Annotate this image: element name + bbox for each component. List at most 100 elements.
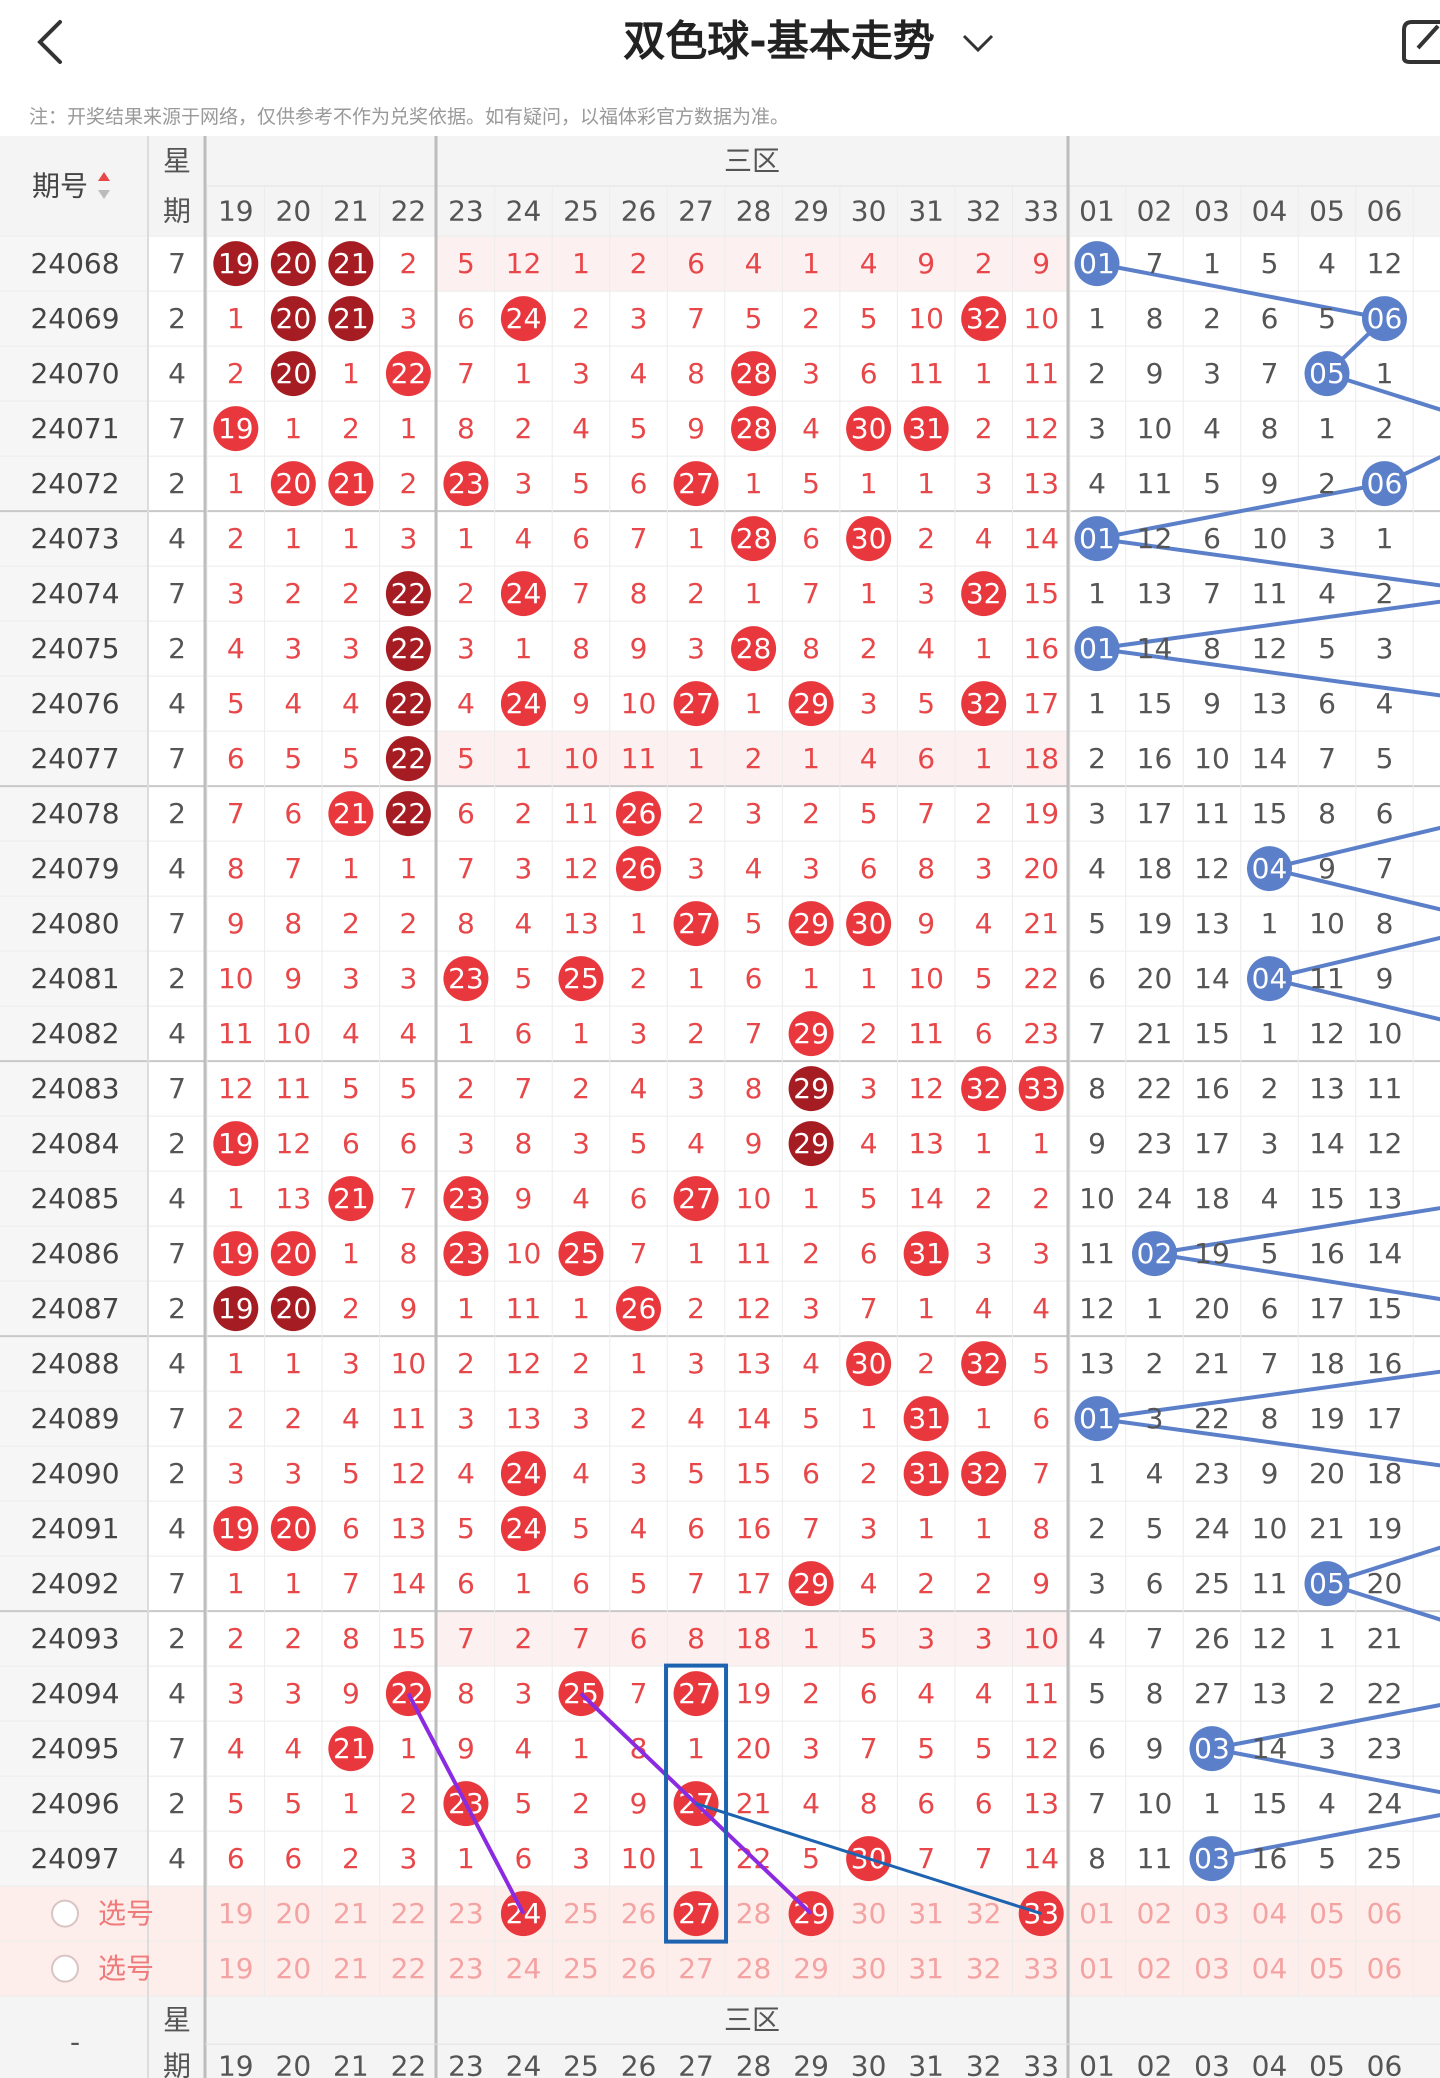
red-miss-count: 2 <box>917 1347 935 1380</box>
select-number[interactable]: 32 <box>966 1952 1002 1985</box>
red-miss-count: 12 <box>276 1127 312 1160</box>
select-number[interactable]: 03 <box>1194 1952 1230 1985</box>
radio-button[interactable] <box>51 1954 79 1983</box>
column-header: 26 <box>621 195 657 228</box>
red-miss-count: 13 <box>1023 467 1059 500</box>
select-number[interactable]: 04 <box>1252 1897 1288 1930</box>
select-number[interactable]: 21 <box>333 1897 369 1930</box>
red-miss-count: 3 <box>975 467 993 500</box>
select-number[interactable]: 06 <box>1367 1897 1403 1930</box>
select-number[interactable]: 31 <box>908 1897 944 1930</box>
select-number[interactable]: 29 <box>793 1952 829 1985</box>
blue-ball-number: 06 <box>1367 302 1403 335</box>
red-miss-count: 5 <box>745 907 763 940</box>
select-number[interactable]: 02 <box>1137 1897 1173 1930</box>
red-ball-number: 24 <box>506 687 542 720</box>
blue-miss-count: 3 <box>1261 1127 1279 1160</box>
red-miss-count: 12 <box>506 247 542 280</box>
column-header: 30 <box>851 2050 887 2078</box>
select-label[interactable]: 选号 <box>98 1897 154 1930</box>
select-number[interactable]: 25 <box>563 1952 599 1985</box>
select-number[interactable]: 01 <box>1079 1897 1115 1930</box>
blue-miss-count: 7 <box>1376 852 1394 885</box>
column-header: 06 <box>1367 2050 1403 2078</box>
select-number[interactable]: 01 <box>1079 1952 1115 1985</box>
blue-miss-count: 13 <box>1252 1677 1288 1710</box>
red-miss-count: 8 <box>630 577 648 610</box>
select-number[interactable]: 25 <box>563 1897 599 1930</box>
red-miss-count: 3 <box>802 357 820 390</box>
sort-icon[interactable] <box>98 190 110 199</box>
picked-ball[interactable] <box>673 1891 719 1937</box>
share-button[interactable] <box>1402 20 1440 64</box>
select-number[interactable]: 30 <box>851 1897 887 1930</box>
red-ball-number: 32 <box>966 1072 1002 1105</box>
blue-miss-count: 1 <box>1088 302 1106 335</box>
red-miss-count: 6 <box>284 797 302 830</box>
red-miss-count: 11 <box>1023 357 1059 390</box>
select-number[interactable]: 32 <box>966 1897 1002 1930</box>
select-number[interactable]: 19 <box>218 1897 254 1930</box>
select-number[interactable]: 30 <box>851 1952 887 1985</box>
red-miss-count: 7 <box>227 797 245 830</box>
row-tint <box>436 731 1068 787</box>
select-number[interactable]: 24 <box>506 1952 542 1985</box>
select-number[interactable]: 28 <box>736 1897 772 1930</box>
select-number[interactable]: 28 <box>736 1952 772 1985</box>
issue-number: 24095 <box>30 1732 119 1765</box>
red-ball-number: 20 <box>276 467 312 500</box>
red-ball-number: 23 <box>448 1237 484 1270</box>
select-number[interactable]: 02 <box>1137 1952 1173 1985</box>
back-button[interactable] <box>37 20 62 64</box>
select-number[interactable]: 03 <box>1194 1897 1230 1930</box>
red-miss-count: 11 <box>391 1402 427 1435</box>
red-miss-count: 3 <box>917 577 935 610</box>
select-number[interactable]: 33 <box>1023 1952 1059 1985</box>
blue-miss-count: 1 <box>1088 577 1106 610</box>
radio-button[interactable] <box>51 1899 79 1928</box>
weekday: 2 <box>168 797 186 830</box>
select-number[interactable]: 19 <box>218 1952 254 1985</box>
select-label[interactable]: 选号 <box>98 1952 154 1985</box>
red-miss-count: 12 <box>218 1072 254 1105</box>
select-number[interactable]: 05 <box>1309 1897 1345 1930</box>
blue-miss-count: 8 <box>1146 302 1164 335</box>
select-number[interactable]: 04 <box>1252 1952 1288 1985</box>
select-number[interactable]: 05 <box>1309 1952 1345 1985</box>
red-miss-count: 8 <box>227 852 245 885</box>
select-number[interactable]: 20 <box>276 1897 312 1930</box>
title-dropdown[interactable] <box>962 34 994 53</box>
select-number[interactable]: 22 <box>391 1952 427 1985</box>
red-miss-count: 11 <box>1023 1677 1059 1710</box>
red-miss-count: 9 <box>1032 1567 1050 1600</box>
red-ball <box>213 406 259 452</box>
sort-icon[interactable] <box>98 172 110 181</box>
blue-miss-count: 5 <box>1088 907 1106 940</box>
select-number[interactable]: 06 <box>1367 1952 1403 1985</box>
red-miss-count: 2 <box>284 1402 302 1435</box>
red-miss-count: 1 <box>227 467 245 500</box>
select-number[interactable]: 23 <box>448 1897 484 1930</box>
select-number[interactable]: 26 <box>621 1897 657 1930</box>
red-miss-count: 7 <box>457 357 475 390</box>
select-number[interactable]: 27 <box>678 1952 714 1985</box>
select-number[interactable]: 22 <box>391 1897 427 1930</box>
select-number[interactable]: 23 <box>448 1952 484 1985</box>
select-number[interactable]: 26 <box>621 1952 657 1985</box>
red-ball <box>788 681 834 727</box>
red-ball-number: 28 <box>736 522 772 555</box>
red-miss-count: 2 <box>630 1402 648 1435</box>
red-miss-count: 5 <box>342 742 360 775</box>
blue-miss-count: 7 <box>1088 1017 1106 1050</box>
select-number[interactable]: 31 <box>908 1952 944 1985</box>
red-miss-count: 7 <box>572 577 590 610</box>
red-miss-count: 7 <box>802 577 820 610</box>
picked-number[interactable]: 27 <box>678 1897 714 1930</box>
red-ball-number: 21 <box>333 467 369 500</box>
select-number[interactable]: 20 <box>276 1952 312 1985</box>
red-miss-count: 9 <box>917 907 935 940</box>
row-tint <box>436 236 1068 292</box>
select-number[interactable]: 21 <box>333 1952 369 1985</box>
blue-miss-count: 6 <box>1146 1567 1164 1600</box>
page-title[interactable]: 双色球-基本走势 <box>623 17 934 66</box>
